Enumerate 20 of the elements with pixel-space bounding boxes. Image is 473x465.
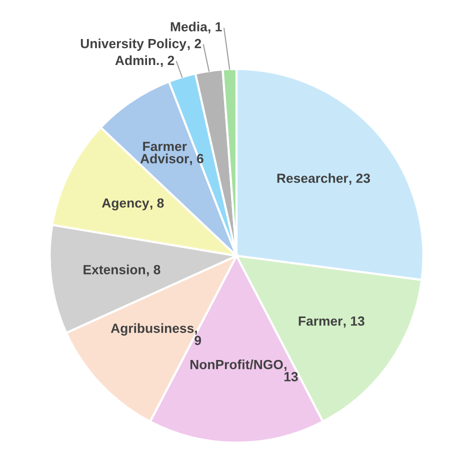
data-label: , 2	[160, 56, 174, 67]
data-label: , 23	[349, 174, 370, 185]
slice-label: Extension	[84, 264, 145, 274]
slice-label: Farmer Advisor	[140, 142, 189, 164]
slice-label: Admin.	[115, 55, 159, 66]
data-label: , 9	[194, 330, 202, 346]
slice-label: Farmer	[298, 316, 342, 326]
slice-label: Agribusiness	[110, 323, 194, 336]
slice-label: Media	[170, 22, 208, 32]
slice-label: Researcher	[277, 173, 348, 183]
data-label: , 8	[150, 198, 164, 210]
data-label: , 6	[190, 154, 204, 166]
data-label: , 2	[188, 38, 202, 50]
slice-label: Agency	[102, 198, 150, 210]
data-label: , 13	[284, 366, 298, 382]
data-label: , 13	[344, 316, 364, 328]
slice-label: University Policy	[80, 38, 186, 51]
slice-label: NonProfit/NGO	[190, 360, 283, 370]
data-label: , 1	[208, 22, 222, 34]
data-label: , 8	[146, 264, 160, 276]
